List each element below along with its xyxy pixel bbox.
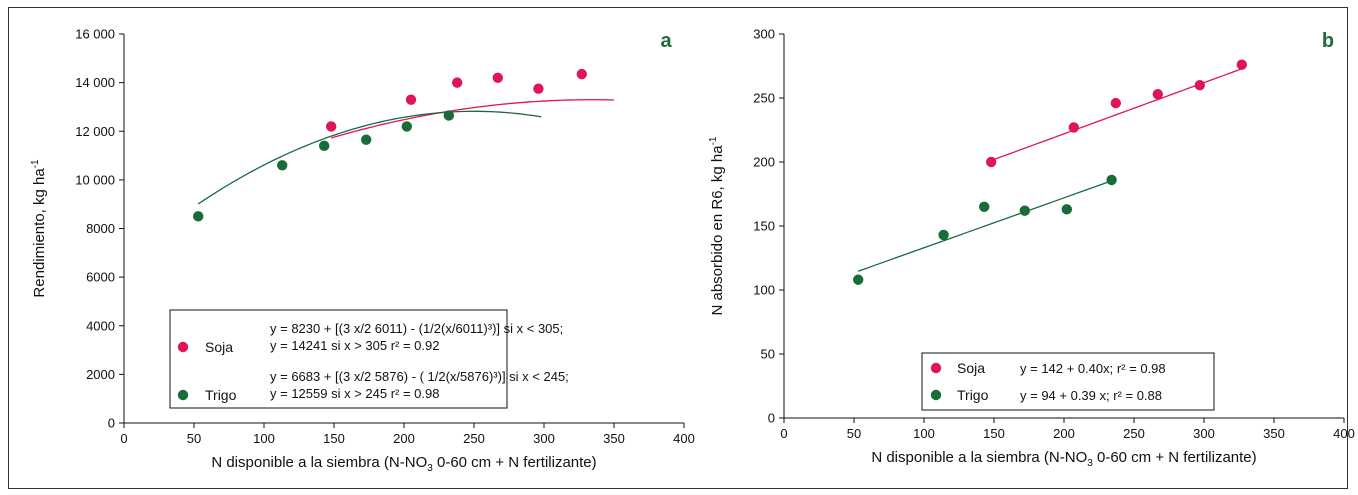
data-point-trigo xyxy=(1061,204,1073,215)
y-tick-label: 12 000 xyxy=(75,124,115,139)
data-point-soja xyxy=(576,68,587,80)
data-point-trigo xyxy=(319,140,330,152)
x-axis-label: N disponible a la siembra (N-NO3 0-60 cm… xyxy=(871,449,1256,469)
legend-label-trigo: Trigo xyxy=(205,387,237,403)
legend-marker-soja xyxy=(177,341,189,353)
data-point-soja xyxy=(452,77,463,88)
y-tick-label: 2000 xyxy=(86,367,115,382)
legend-label-soja: Soja xyxy=(205,339,233,355)
legend-equation: y = 8230 + [(3 x/2 6011) - (1/2(x/6011)³… xyxy=(270,321,563,336)
x-tick-label: 300 xyxy=(533,431,555,446)
y-tick-label: 0 xyxy=(768,411,775,426)
data-point-trigo xyxy=(938,229,949,241)
x-tick-label: 150 xyxy=(983,426,1005,441)
y-tick-label: 10 000 xyxy=(75,172,115,187)
legend-label-trigo: Trigo xyxy=(957,387,989,403)
x-axis-label: N disponible a la siembra (N-NO3 0-60 cm… xyxy=(211,454,596,474)
fit-line-soja xyxy=(331,99,615,139)
y-tick-label: 4000 xyxy=(86,318,115,333)
y-tick-label: 0 xyxy=(108,416,115,431)
y-tick-label: 300 xyxy=(753,27,775,42)
x-tick-label: 400 xyxy=(673,431,695,446)
fit-line-trigo xyxy=(197,110,542,205)
legend-equation: y = 142 + 0.40x; r² = 0.98 xyxy=(1020,361,1166,376)
x-tick-label: 350 xyxy=(603,431,625,446)
y-tick-label: 6000 xyxy=(86,270,115,285)
y-tick-label: 250 xyxy=(753,91,775,106)
data-point-trigo xyxy=(401,121,412,132)
y-tick-label: 50 xyxy=(761,347,775,362)
data-point-soja xyxy=(1110,97,1122,109)
legend-marker-trigo xyxy=(177,389,189,401)
x-tick-label: 0 xyxy=(120,431,127,446)
y-tick-label: 14 000 xyxy=(75,75,115,90)
legend-equation: y = 14241 si x > 305 r² = 0.92 xyxy=(270,338,439,353)
x-tick-label: 50 xyxy=(847,426,861,441)
legend-equation: y = 6683 + [(3 x/2 5876) - ( 1/2(x/5876)… xyxy=(270,369,569,384)
x-tick-label: 400 xyxy=(1333,426,1355,441)
data-point-soja xyxy=(405,94,417,105)
x-tick-label: 50 xyxy=(187,431,201,446)
data-point-trigo xyxy=(1106,174,1117,186)
legend-equation: y = 94 + 0.39 x; r² = 0.88 xyxy=(1020,388,1162,403)
data-point-trigo xyxy=(979,201,990,212)
y-tick-label: 8000 xyxy=(86,221,115,236)
data-point-soja xyxy=(533,83,544,94)
y-axis-label: N absorbido en R6, kg ha-1 xyxy=(708,136,726,315)
data-point-soja xyxy=(1194,80,1206,91)
data-point-trigo xyxy=(361,134,372,145)
data-point-trigo xyxy=(853,274,864,285)
data-point-soja xyxy=(1152,88,1164,100)
fit-line-trigo xyxy=(857,180,1112,272)
data-point-soja xyxy=(492,72,503,83)
x-tick-label: 150 xyxy=(323,431,345,446)
data-point-trigo xyxy=(277,160,288,171)
panel-letter: b xyxy=(1322,30,1334,52)
legend-equation: y = 12559 si x > 245 r² = 0.98 xyxy=(270,386,439,401)
x-tick-label: 200 xyxy=(393,431,415,446)
x-tick-label: 250 xyxy=(463,431,485,446)
data-point-soja xyxy=(326,121,337,132)
data-point-soja xyxy=(986,156,997,168)
data-point-trigo xyxy=(443,110,454,121)
x-tick-label: 250 xyxy=(1123,426,1145,441)
chart-panel-b: 0 50 100 150 200 250 300 0 50 100 150 200 250 300 350 4… xyxy=(708,27,1355,470)
data-point-soja xyxy=(1068,122,1080,133)
legend-marker-trigo xyxy=(930,389,942,401)
y-tick-label: 100 xyxy=(753,283,775,298)
x-tick-label: 0 xyxy=(780,426,787,441)
data-point-soja xyxy=(1236,59,1248,70)
x-tick-label: 200 xyxy=(1053,426,1075,441)
x-tick-label: 100 xyxy=(253,431,275,446)
x-tick-label: 350 xyxy=(1263,426,1285,441)
legend-box xyxy=(169,309,508,409)
figure-frame xyxy=(8,7,1348,489)
legend-marker-soja xyxy=(930,362,942,374)
x-tick-label: 300 xyxy=(1193,426,1215,441)
data-point-trigo xyxy=(193,211,204,222)
y-axis-label: Rendimiento, kg ha-1 xyxy=(30,159,48,298)
data-point-trigo xyxy=(1019,205,1030,216)
y-tick-label: 150 xyxy=(753,219,775,234)
panel-letter: a xyxy=(660,30,672,52)
y-tick-label: 16 000 xyxy=(75,27,115,42)
legend-label-soja: Soja xyxy=(957,360,985,376)
x-tick-label: 100 xyxy=(913,426,935,441)
legend-box xyxy=(921,352,1215,411)
y-tick-label: 200 xyxy=(753,155,775,170)
